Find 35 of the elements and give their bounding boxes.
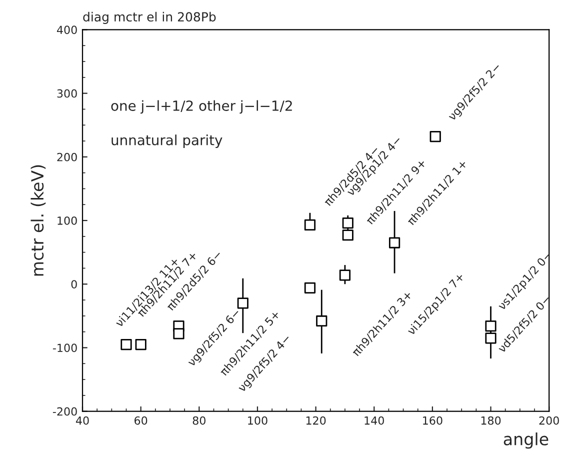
y-axis-title: mctr el. (keV) [30, 165, 46, 276]
y-tick-label: 100 [58, 216, 77, 225]
point [135, 338, 146, 350]
point [339, 270, 351, 281]
point [388, 237, 400, 248]
x-tick-label: 160 [423, 416, 442, 425]
y-tick-label: 200 [57, 152, 77, 162]
point [316, 315, 328, 327]
point [304, 219, 316, 231]
x-tick-label: 140 [364, 416, 384, 425]
point [173, 328, 184, 340]
x-tick-label: 120 [306, 416, 326, 425]
y-tick-label: -200 [52, 407, 77, 416]
annotation: one j−l+1/2 other j−l−1/2 [111, 100, 292, 114]
x-tick-label: 100 [248, 416, 268, 425]
x-tick-label: 200 [539, 416, 559, 425]
x-tick-label: 40 [76, 416, 89, 425]
y-tick-label: 0 [71, 280, 77, 288]
y-tick-label: 300 [57, 89, 77, 98]
y-tick-label: -100 [52, 344, 77, 352]
y-tick-label: 400 [56, 26, 77, 34]
point [485, 320, 496, 332]
point [342, 230, 354, 241]
point [237, 298, 248, 309]
point [342, 217, 354, 229]
chart-title: diag mctr el in 208Pb [83, 12, 216, 24]
x-tick-label: 80 [192, 416, 206, 425]
annotation: unnatural parity [112, 134, 222, 148]
x-axis-title: angle [504, 432, 548, 449]
point [430, 130, 441, 142]
x-tick-label: 60 [134, 416, 148, 425]
point [304, 282, 316, 294]
x-tick-label: 180 [481, 416, 501, 425]
point [120, 338, 132, 350]
point [485, 332, 496, 344]
